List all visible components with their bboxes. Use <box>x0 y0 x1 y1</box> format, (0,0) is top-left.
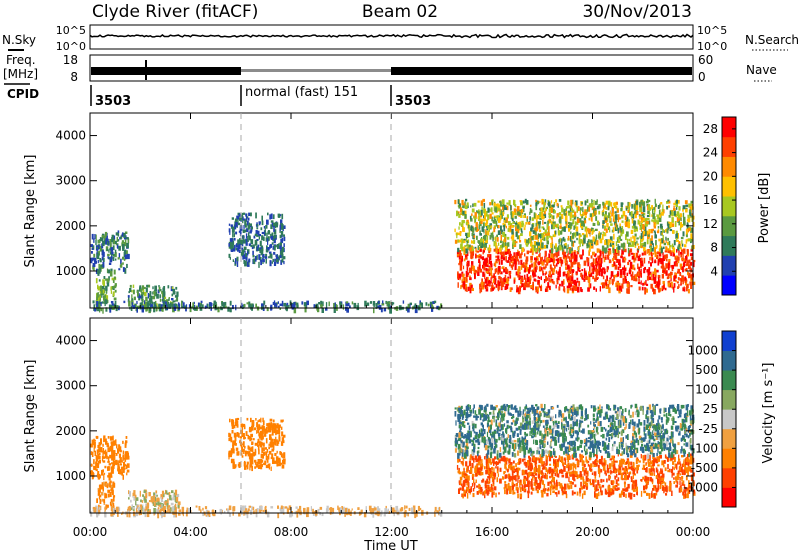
power-region-6 <box>454 198 695 254</box>
power-region-0 <box>90 230 130 277</box>
freq-band <box>91 67 241 75</box>
colorbar-swatch <box>722 448 736 469</box>
freq-tick-bottom: 8 <box>70 70 78 84</box>
nsky-trace <box>89 33 694 39</box>
velocity-region-6 <box>454 403 695 460</box>
power-axes: 1000 2000 3000 4000 <box>55 113 694 308</box>
nsearch-label: N.Search <box>745 33 799 47</box>
date-title: 30/Nov/2013 <box>582 2 692 22</box>
colorbar-frame <box>721 330 737 508</box>
power-colorbar-tick-label: 8 <box>710 241 718 255</box>
colorbar-swatch <box>722 117 736 138</box>
velocity-heatmap-marks <box>90 403 696 519</box>
colorbar-swatch <box>722 255 736 276</box>
nsky-label: N.Sky <box>2 33 36 47</box>
velocity-colorbar-tick-label: 500 <box>695 363 718 377</box>
power-region-5 <box>456 248 696 295</box>
cpid-segment-2: normal (fast) 151 <box>245 85 358 100</box>
velocity-colorbar-tick-label: -500 <box>691 461 718 475</box>
y-tick-label: 1000 <box>55 264 86 278</box>
y-tick-label: 4000 <box>55 334 86 348</box>
power-colorbar-tick-label: 20 <box>703 169 718 183</box>
colorbar-swatch <box>722 409 736 430</box>
power-y-label: Slant Range [km] <box>23 155 38 268</box>
colorbar-swatch <box>722 331 736 351</box>
power-heatmap-marks <box>90 198 696 314</box>
cpid-segment-1: 3503 <box>95 94 131 109</box>
colorbar-frame <box>721 116 737 296</box>
nave-tick-top: 60 <box>698 53 713 67</box>
colorbar-swatch <box>722 136 736 157</box>
velocity-axes: 1000 2000 3000 4000 <box>55 318 694 513</box>
freq-tick-top: 18 <box>63 53 78 67</box>
x-tick-label: 00:00 <box>73 525 108 539</box>
nsky-tick-top: 10^5 <box>56 24 86 37</box>
velocity-region-0 <box>90 435 130 481</box>
y-tick-label: 1000 <box>55 469 86 483</box>
power-colorbar-tick-label: 4 <box>710 264 718 278</box>
y-tick-label: 2000 <box>55 219 86 233</box>
y-tick-label: 4000 <box>55 129 86 143</box>
velocity-region-5 <box>456 453 696 500</box>
x-tick-label: 08:00 <box>274 525 309 539</box>
colorbar-swatch <box>722 428 736 449</box>
x-tick-label: 04:00 <box>173 525 208 539</box>
velocity-colorbar: 1000 500 100 25 -25 -100 -500 -1000 <box>683 330 737 508</box>
x-tick-label: 16:00 <box>475 525 510 539</box>
x-tick-label: 12:00 <box>374 525 409 539</box>
x-tick-label: 20:00 <box>575 525 610 539</box>
velocity-colorbar-tick-label: 1000 <box>687 344 718 358</box>
colorbar-swatch <box>722 235 736 256</box>
velocity-colorbar-label: Velocity [m s⁻¹] <box>761 363 776 464</box>
colorbar-swatch <box>722 389 736 410</box>
cpid-segment-3: 3503 <box>395 94 431 109</box>
power-colorbar-tick-label: 28 <box>703 122 718 136</box>
x-tick-label: 00:00 <box>676 525 711 539</box>
nave-label: Nave <box>746 63 777 77</box>
station-title: Clyde River (fitACF) <box>92 2 258 22</box>
freq-label: Freq. <box>6 53 36 67</box>
nsky-tick-bottom: 10^0 <box>56 40 86 53</box>
y-tick-label: 3000 <box>55 174 86 188</box>
velocity-colorbar-tick-label: -25 <box>698 422 718 436</box>
power-colorbar-tick-label: 12 <box>703 217 718 231</box>
nsearch-tick-top: 10^5 <box>697 24 727 37</box>
colorbar-swatch <box>722 370 736 391</box>
velocity-y-label: Slant Range [km] <box>23 360 38 473</box>
x-axis-label: Time UT <box>363 539 417 554</box>
power-region-3 <box>228 212 286 268</box>
power-colorbar-tick-label: 16 <box>703 193 718 207</box>
beam-title: Beam 02 <box>362 2 438 22</box>
colorbar-swatch <box>722 487 736 508</box>
power-colorbar: 4 8 12 16 20 24 28 <box>703 116 737 296</box>
velocity-colorbar-tick-label: -100 <box>691 441 718 455</box>
freq-band-dotted <box>241 69 391 72</box>
y-tick-label: 3000 <box>55 379 86 393</box>
nave-tick-bottom: 0 <box>698 70 706 84</box>
velocity-region-1 <box>95 480 116 513</box>
velocity-colorbar-tick-label: 25 <box>703 402 718 416</box>
power-colorbar-tick-label: 24 <box>703 146 718 160</box>
colorbar-swatch <box>722 196 736 217</box>
velocity-region-3 <box>228 417 286 472</box>
x-axis-ticks: 00:00 04:00 08:00 12:00 16:00 20:00 00:00 <box>73 525 711 539</box>
freq-band-2 <box>391 67 692 75</box>
freq-panel <box>89 54 694 82</box>
velocity-colorbar-tick-label: 100 <box>695 383 718 397</box>
colorbar-swatch <box>722 350 736 371</box>
colorbar-swatch <box>722 275 736 296</box>
power-colorbar-label: Power [dB] <box>757 173 772 244</box>
colorbar-swatch <box>722 467 736 488</box>
nsky-panel <box>89 24 694 50</box>
velocity-colorbar-tick-label: -1000 <box>683 480 718 494</box>
nsearch-tick-bottom: 10^0 <box>697 40 727 53</box>
power-region-1 <box>95 276 117 306</box>
freq-unit: [MHz] <box>3 67 38 81</box>
colorbar-swatch <box>722 215 736 237</box>
colorbar-swatch <box>722 156 736 177</box>
y-tick-label: 2000 <box>55 424 86 438</box>
colorbar-swatch <box>722 176 736 197</box>
cpid-label: CPID <box>7 87 39 101</box>
